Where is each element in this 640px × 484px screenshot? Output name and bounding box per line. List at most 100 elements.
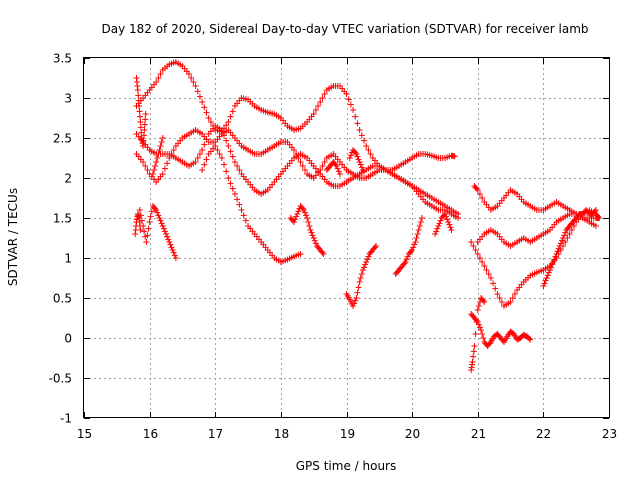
data-point (566, 231, 573, 237)
data-point (435, 223, 442, 229)
data-point (527, 336, 534, 343)
series-track-f (287, 203, 327, 257)
data-point (154, 155, 161, 161)
data-point (347, 152, 354, 159)
data-point (447, 224, 454, 231)
data-point (544, 272, 551, 279)
data-point (470, 243, 477, 249)
data-point (135, 97, 142, 104)
data-point (227, 113, 234, 120)
data-point (358, 271, 365, 277)
data-point (142, 163, 149, 169)
data-point (356, 279, 363, 285)
data-point (229, 153, 236, 160)
data-point (163, 231, 170, 237)
series-track-m (474, 211, 599, 249)
data-point (307, 227, 314, 233)
data-point (545, 269, 552, 276)
data-point (474, 187, 481, 193)
data-point (473, 319, 480, 325)
data-point (352, 149, 359, 156)
data-point (292, 216, 299, 223)
data-point (240, 212, 247, 219)
data-point (481, 263, 488, 269)
data-point (551, 256, 558, 263)
data-point (540, 283, 547, 289)
data-point (332, 161, 339, 168)
x-tick-label: 23 (602, 427, 617, 441)
data-point (169, 247, 176, 253)
data-point (473, 185, 480, 192)
data-point (357, 161, 364, 168)
data-point (549, 261, 556, 268)
data-point (408, 248, 415, 255)
data-point (199, 167, 206, 173)
data-point (355, 156, 362, 163)
data-point (319, 95, 326, 101)
data-point (479, 195, 486, 201)
data-point (470, 353, 477, 360)
data-point (155, 75, 162, 81)
data-point (147, 213, 154, 220)
data-point (238, 207, 245, 213)
data-point (161, 228, 168, 235)
data-point (158, 139, 165, 145)
data-point (557, 240, 564, 247)
data-point (157, 217, 164, 224)
data-point (356, 127, 363, 133)
data-point (476, 324, 483, 331)
data-point (592, 207, 599, 213)
data-point (335, 168, 342, 175)
data-point (225, 119, 232, 125)
data-point (403, 256, 410, 263)
data-point (140, 159, 147, 165)
data-point (170, 147, 177, 153)
data-point (291, 147, 297, 153)
data-points-layer (132, 59, 603, 373)
data-point (154, 209, 161, 216)
x-tick-label: 19 (340, 427, 355, 441)
data-point (143, 239, 150, 245)
data-point (367, 151, 374, 157)
data-point (320, 251, 327, 257)
data-point (194, 88, 201, 95)
data-point (294, 211, 301, 217)
data-point (436, 220, 443, 227)
data-point (556, 243, 563, 249)
data-point (418, 215, 425, 221)
x-tick-label: 16 (143, 427, 158, 441)
data-point (135, 92, 142, 99)
data-point (560, 235, 567, 241)
data-point (160, 225, 167, 232)
data-point (229, 185, 236, 192)
data-point (354, 120, 361, 127)
x-tick-label: 21 (471, 427, 486, 441)
data-point (214, 147, 221, 153)
data-point (159, 171, 166, 177)
data-point (478, 327, 485, 333)
data-point (554, 248, 561, 255)
data-point (353, 151, 360, 157)
data-point (315, 103, 322, 109)
data-point (229, 108, 236, 115)
data-point (432, 231, 439, 237)
data-point (561, 232, 568, 239)
data-point (218, 127, 225, 133)
data-point (141, 228, 148, 235)
series-track-k (468, 207, 603, 309)
data-point (167, 241, 174, 248)
data-point (137, 113, 143, 120)
data-point (186, 71, 192, 77)
data-point (231, 191, 238, 197)
data-point (188, 75, 195, 81)
data-point (362, 261, 369, 268)
data-point (310, 111, 317, 117)
y-tick-label: 1.5 (53, 212, 72, 226)
data-point (562, 229, 569, 236)
data-point (319, 249, 326, 256)
data-point (297, 159, 304, 165)
data-point (231, 159, 238, 165)
data-point (546, 267, 553, 273)
data-point (359, 167, 366, 173)
